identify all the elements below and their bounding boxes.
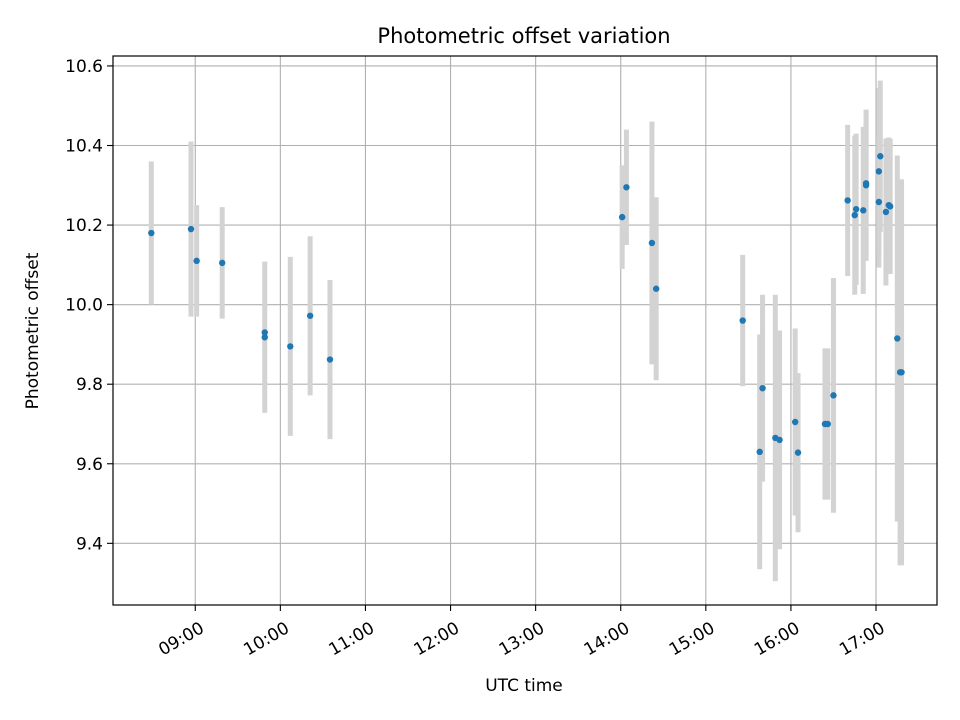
data-point (852, 205, 860, 213)
data-point (261, 329, 268, 336)
chart-title: Photometric offset variation (377, 24, 670, 48)
y-tick-label: 9.4 (76, 534, 103, 554)
y-tick-label: 10.2 (65, 216, 103, 236)
y-axis-ticks: 9.4 9.6 9.8 10.0 10.2 10.4 10.6 (65, 57, 113, 554)
data-point (759, 384, 766, 392)
data-point (898, 369, 905, 376)
data-point (851, 211, 858, 219)
data-point (756, 448, 763, 456)
data-point (618, 213, 626, 221)
data-point (326, 356, 334, 363)
data-point (886, 203, 894, 210)
data-point (875, 168, 883, 175)
plot-frame (112, 55, 938, 606)
data-point (648, 239, 656, 247)
y-tick-label: 10.6 (65, 57, 103, 77)
y-tick-label: 9.6 (76, 455, 103, 475)
data-point (860, 207, 867, 214)
data-point (824, 420, 831, 428)
data-point (287, 343, 294, 350)
data-point (193, 257, 200, 265)
data-point (875, 198, 883, 206)
y-tick-label: 10.0 (65, 296, 103, 316)
data-point (877, 153, 884, 160)
data-points (148, 153, 905, 456)
data-point (261, 334, 268, 341)
data-point (862, 180, 870, 187)
data-point (844, 197, 851, 204)
data-point (306, 312, 314, 319)
x-axis-label: UTC time (485, 676, 563, 696)
data-point (794, 449, 802, 456)
data-point (148, 229, 155, 237)
data-point (791, 418, 799, 426)
data-point (219, 259, 226, 267)
data-point (623, 184, 630, 191)
data-point (187, 225, 195, 233)
grid (113, 56, 937, 605)
data-point (894, 335, 901, 342)
data-point (652, 285, 660, 292)
data-point (776, 436, 783, 444)
data-point (739, 317, 746, 324)
y-axis-label: Photometric offset (23, 252, 43, 409)
data-point (882, 208, 890, 216)
y-tick-label: 10.4 (65, 137, 103, 157)
data-point (830, 392, 837, 399)
y-tick-label: 9.8 (76, 375, 103, 395)
